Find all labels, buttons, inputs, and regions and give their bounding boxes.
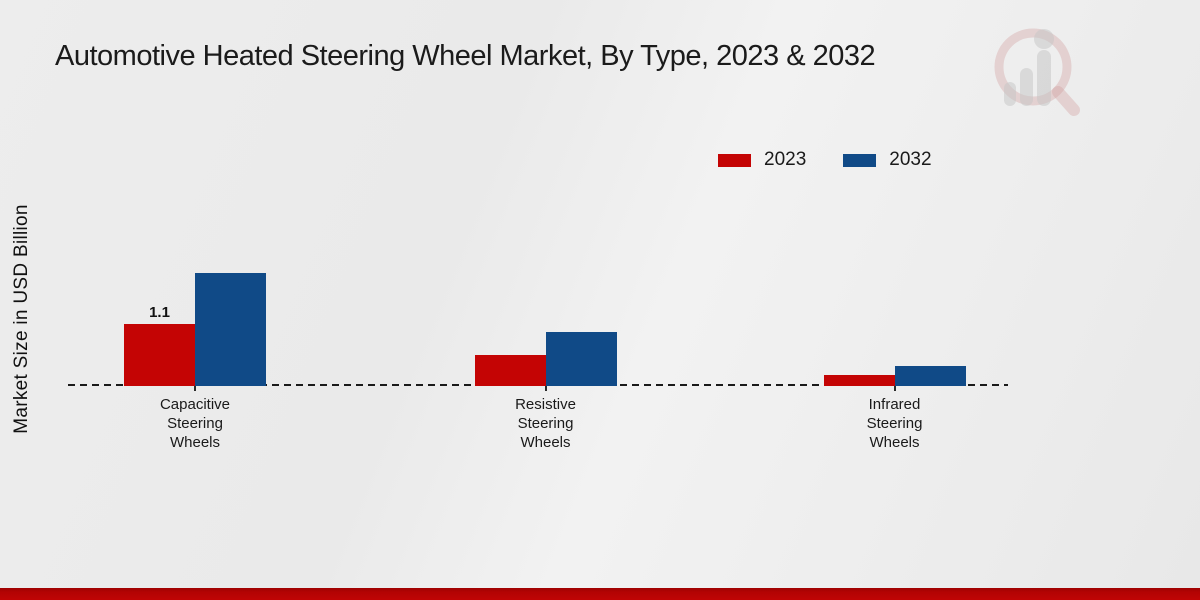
legend-swatch-2023 — [718, 153, 751, 167]
bar-2023-resistive — [474, 355, 546, 386]
category-label: Infrared Steering Wheels — [866, 396, 923, 451]
y-axis-label: Market Size in USD Billion — [11, 204, 32, 434]
bar-2032-infrared — [894, 366, 966, 386]
legend-swatch-2032 — [843, 153, 877, 167]
category-label: Capacitive Steering Wheels — [159, 396, 231, 451]
x-axis-tick — [194, 386, 196, 391]
legend-label-2023: 2023 — [764, 149, 807, 170]
x-axis-tick — [544, 386, 547, 391]
category-label: Resistive Steering Wheels — [515, 396, 576, 451]
footer-stripe — [0, 588, 1200, 600]
magnifier-bar-chart-logo-icon — [994, 28, 1080, 116]
legend-label-2032: 2032 — [889, 149, 932, 170]
legend-item-2032: 2032 — [843, 149, 932, 171]
chart-title: Automotive Heated Steering Wheel Market,… — [55, 40, 876, 72]
legend-item-2023: 2023 — [718, 149, 806, 171]
legend: 2023 2032 — [718, 149, 932, 171]
bar-2032-resistive — [545, 332, 617, 386]
bar-2023-infrared — [823, 375, 895, 386]
bar-2032-capacitive — [195, 273, 266, 386]
bar-2023-capacitive — [124, 324, 195, 386]
bar-value-label: 1.1 — [149, 304, 170, 321]
x-axis-tick — [893, 386, 896, 391]
